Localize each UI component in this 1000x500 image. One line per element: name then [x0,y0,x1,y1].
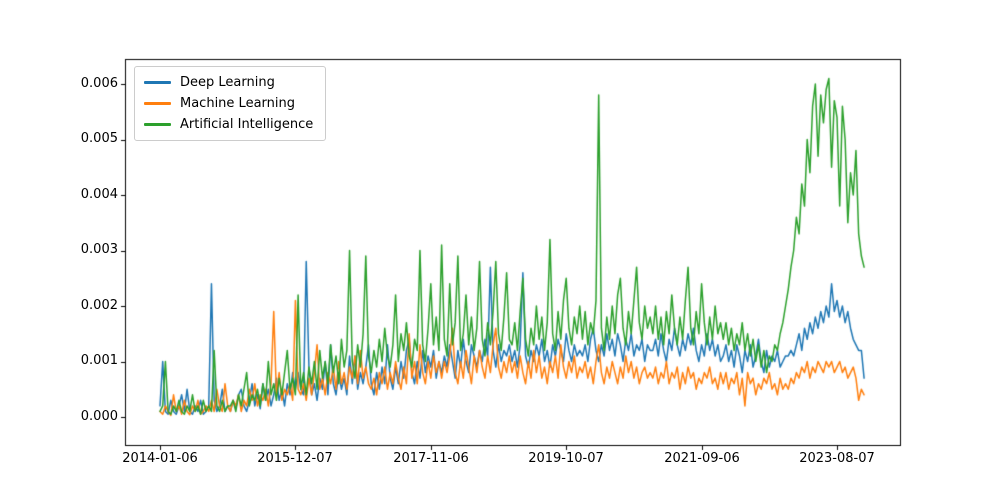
legend-line-swatch [144,123,171,126]
legend-item: Artificial Intelligence [144,114,313,135]
y-tick-label: 0.004 [80,187,118,202]
y-tick-label: 0.000 [80,409,118,424]
legend-item: Deep Learning [144,72,313,93]
legend-item-label: Deep Learning [180,75,275,90]
x-tick-label: 2019-10-07 [528,451,604,466]
legend-item-label: Machine Learning [180,96,295,111]
legend-line-swatch [144,81,171,84]
legend-item-label: Artificial Intelligence [180,117,314,132]
x-tick-label: 2017-11-06 [393,451,469,466]
x-tick-label: 2014-01-06 [122,451,198,466]
x-tick-label: 2015-12-07 [257,451,333,466]
y-tick-label: 0.005 [80,131,118,146]
x-tick-label: 2023-08-07 [799,451,875,466]
y-tick-label: 0.003 [80,242,118,257]
legend-line-swatch [144,102,171,105]
y-tick-label: 0.002 [80,298,118,313]
y-tick-label: 0.006 [80,76,118,91]
y-tick-label: 0.001 [80,353,118,368]
legend: Deep Learning Machine Learning Artificia… [134,66,327,141]
x-tick-label: 2021-09-06 [664,451,740,466]
legend-item: Machine Learning [144,93,313,114]
